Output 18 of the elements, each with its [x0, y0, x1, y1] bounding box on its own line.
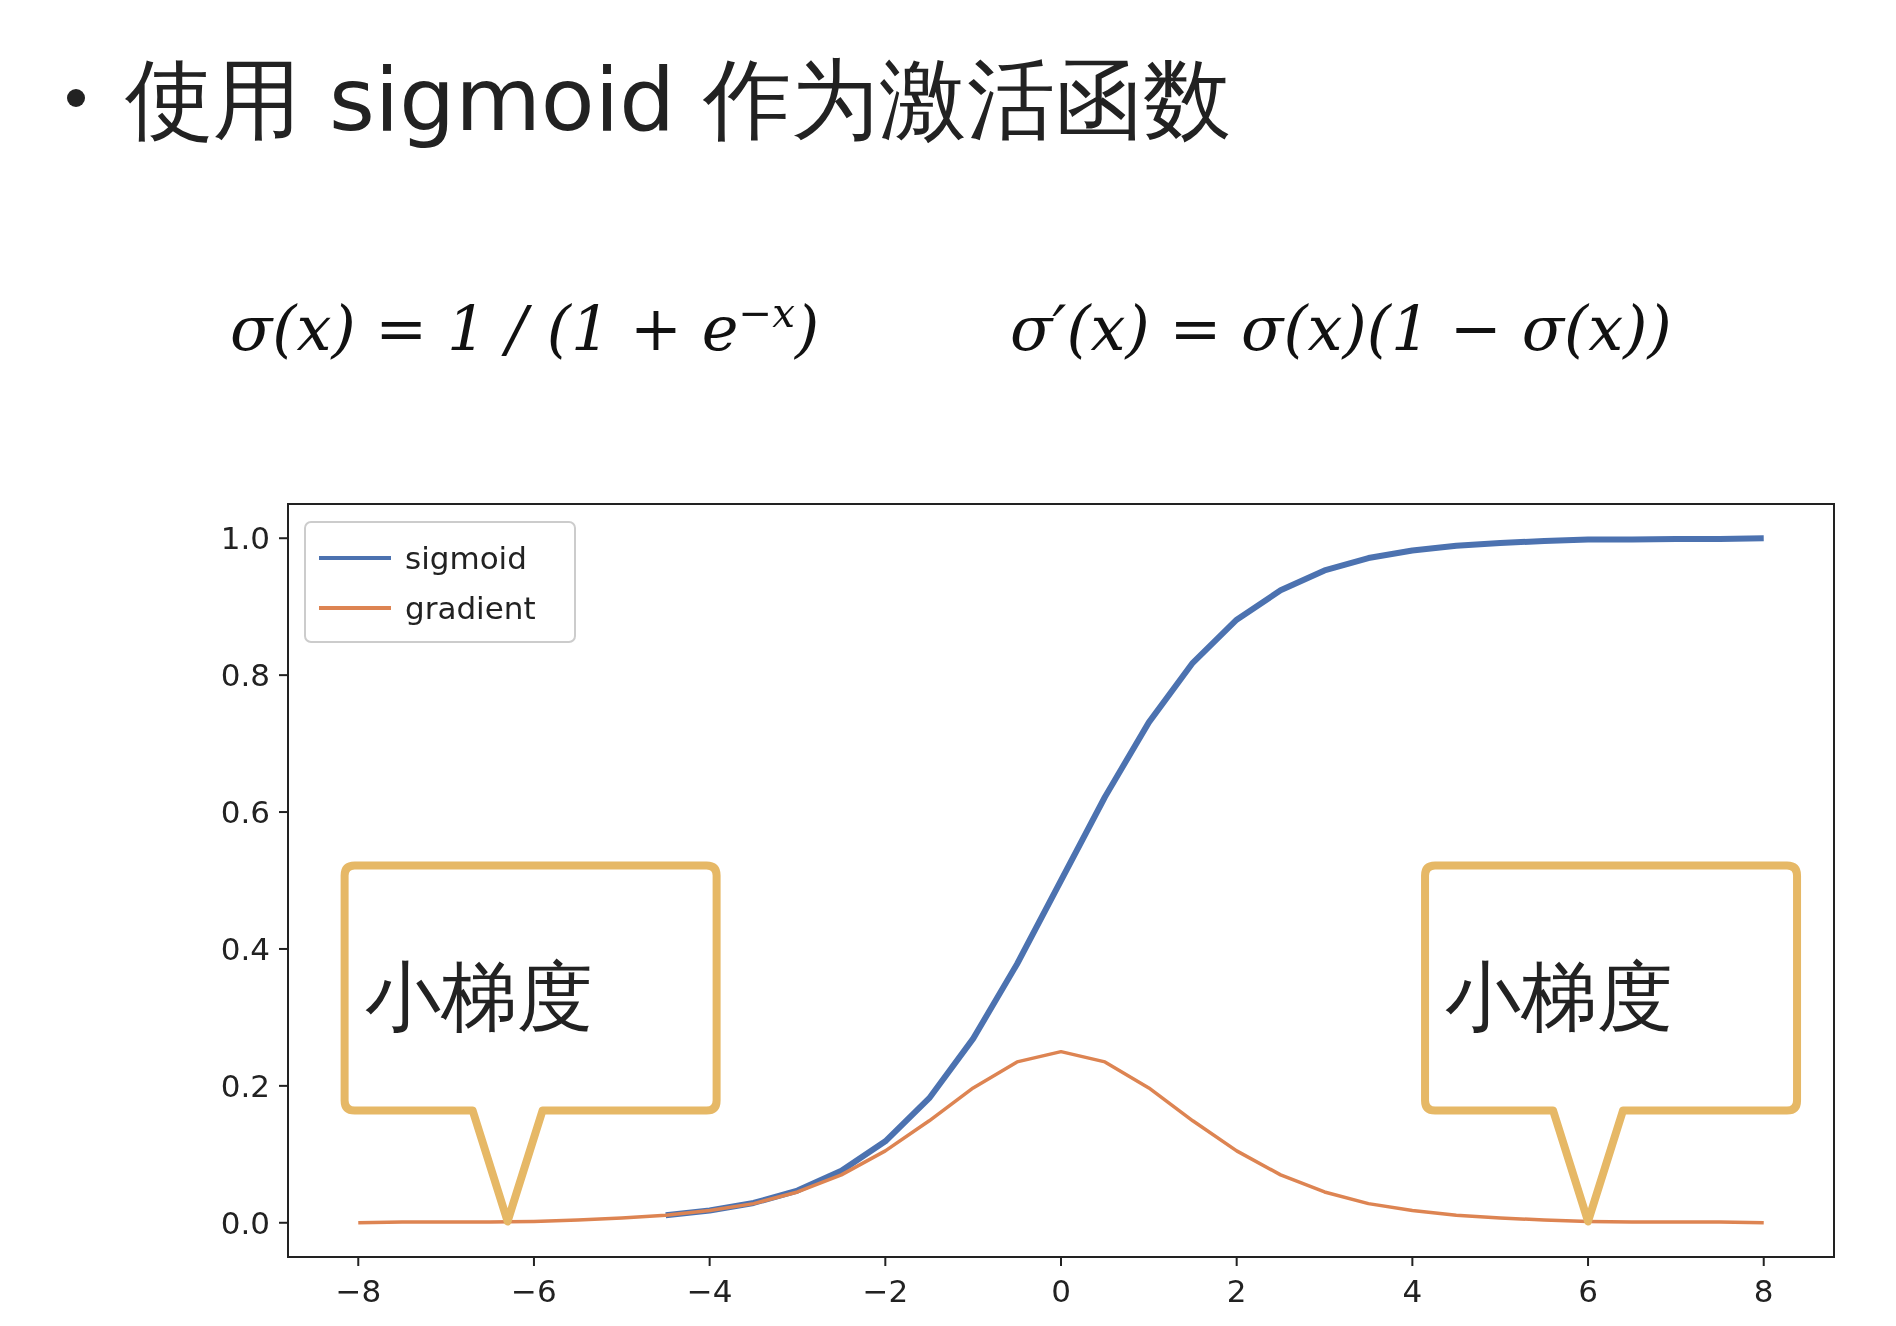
- x-tick-label: 6: [1578, 1273, 1598, 1309]
- y-tick-label: 0.4: [220, 930, 270, 967]
- x-tick-label: 4: [1402, 1273, 1423, 1309]
- x-tick-label: −4: [686, 1273, 733, 1309]
- y-tick-label: 0.0: [220, 1204, 270, 1241]
- x-tick-label: −8: [335, 1273, 382, 1309]
- y-tick-label: 0.8: [220, 657, 270, 694]
- x-tick-label: 0: [1051, 1273, 1071, 1309]
- x-tick-label: 8: [1753, 1273, 1774, 1309]
- y-tick-label: 1.0: [220, 520, 270, 557]
- x-tick-label: −2: [862, 1273, 909, 1309]
- y-tick-label: 0.2: [220, 1067, 270, 1104]
- legend-label: gradient: [405, 590, 536, 626]
- legend-label: sigmoid: [405, 540, 527, 576]
- x-tick-label: 2: [1226, 1273, 1247, 1309]
- x-tick-label: −6: [511, 1273, 557, 1309]
- y-tick-label: 0.6: [220, 794, 270, 831]
- title: 使用 sigmoid 作为激活函数: [125, 48, 1231, 151]
